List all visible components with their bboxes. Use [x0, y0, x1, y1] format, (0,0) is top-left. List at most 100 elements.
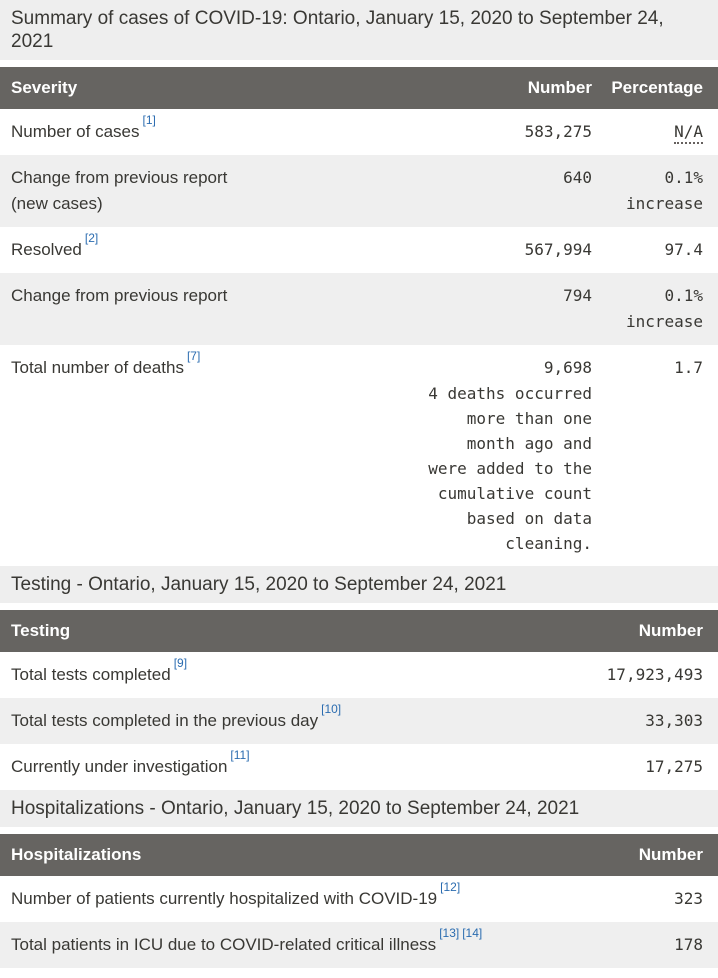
column-header: Number: [560, 610, 718, 652]
data-table: Hospitalizations Number Number of patients…: [0, 834, 718, 978]
row-percentage: 0.1%: [664, 168, 703, 187]
row-label: Number of cases: [11, 122, 140, 141]
na-abbr: N/A: [674, 122, 703, 144]
row-number: 178: [674, 935, 703, 954]
footnote-sup: [10]: [321, 702, 341, 716]
column-header: Severity: [0, 67, 420, 109]
row-label-cell: Currently under investigation[11]: [0, 744, 560, 790]
row-number-cell: 794: [420, 273, 592, 345]
footnote-sup: [13]: [439, 926, 459, 940]
table-row: Number of patients currently hospitalize…: [0, 876, 718, 922]
row-number-cell: 640: [420, 155, 592, 227]
row-number: 567,994: [524, 240, 592, 259]
row-label-cell: Total tests completed in the previous da…: [0, 698, 560, 744]
table-row: Change from previous report (new cases) 64…: [0, 155, 718, 227]
row-label-cell: Total tests completed[9]: [0, 652, 560, 698]
row-number: 33,303: [645, 711, 703, 730]
row-label: Total tests completed: [11, 665, 171, 684]
row-number-cell: 17,923,493: [560, 652, 718, 698]
table-row: Total tests completed in the previous da…: [0, 698, 718, 744]
row-number: 17,275: [645, 757, 703, 776]
row-label-cell: Number of cases[1]: [0, 109, 420, 155]
row-percentage-secondary: increase: [625, 312, 703, 331]
row-label-cell: Total number of deaths[7]: [0, 345, 420, 566]
footnote-link[interactable]: [2]: [84, 231, 99, 246]
row-label: Total patients in ICU due to COVID-relat…: [11, 935, 437, 954]
footnote-link[interactable]: [12]: [440, 880, 461, 895]
column-header: Percentage: [592, 67, 718, 109]
row-label-cell: Total patients in ICU due to COVID-relat…: [0, 922, 560, 968]
table-row: Number of cases[1] 583,275 N/A: [0, 109, 718, 155]
row-number-cell: 178: [560, 922, 718, 968]
data-table: Testing Number Total tests completed[9] 17,…: [0, 610, 718, 790]
row-number: 17,923,493: [606, 665, 703, 684]
row-percentage-secondary: increase: [625, 194, 703, 213]
column-header: Testing: [0, 610, 560, 652]
row-number-cell: 33,303: [560, 698, 718, 744]
footnote-sup: [14]: [462, 926, 482, 940]
row-label: Change from previous report: [11, 286, 228, 305]
table-row: Change from previous report 794 0.1% increa…: [0, 273, 718, 345]
row-number-cell: 17,275: [560, 744, 718, 790]
row-label: Total number of deaths: [11, 358, 184, 377]
footnote-link[interactable]: [1]: [142, 113, 156, 128]
row-number: 583,275: [524, 122, 592, 141]
header-row: Testing Number: [0, 610, 718, 652]
footnote-sup: [11]: [230, 748, 249, 762]
table-row: Resolved[2] 567,994 97.4: [0, 227, 718, 273]
row-label-secondary: (new cases): [11, 194, 103, 213]
row-label: Currently under investigation: [11, 757, 228, 776]
section-caption: Hospitalizations - Ontario, January 15, …: [0, 790, 718, 827]
table-row: Total tests completed[9] 17,923,493: [0, 652, 718, 698]
table-row: Currently under investigation[11] 17,275: [0, 744, 718, 790]
footnote-link[interactable]: [11]: [230, 748, 250, 763]
row-percentage-cell: 0.1% increase: [592, 155, 718, 227]
header-row: Hospitalizations Number: [0, 834, 718, 876]
row-label: Resolved: [11, 240, 82, 259]
row-label: Number of patients currently hospitalize…: [11, 889, 438, 908]
row-number-cell: 323: [560, 876, 718, 922]
section-caption: Summary of cases of COVID-19: Ontario, J…: [0, 0, 718, 60]
row-label-cell: Change from previous report: [0, 273, 420, 345]
footnote-link[interactable]: [10]: [321, 702, 342, 717]
row-percentage-cell: 0.1% increase: [592, 273, 718, 345]
row-number-cell: 567,994: [420, 227, 592, 273]
footnote-sup: [12]: [440, 880, 460, 894]
footnote-sup: [2]: [85, 231, 98, 245]
column-header: Number: [560, 834, 718, 876]
data-table: Severity Number Percentage Number of cases[…: [0, 67, 718, 566]
row-percentage-cell: 97.4: [592, 227, 718, 273]
table-row: Total patients in ICU due to COVID-relat…: [0, 922, 718, 968]
section-caption: Testing - Ontario, January 15, 2020 to S…: [0, 566, 718, 603]
row-number-cell: 9,698 4 deaths occurred more than one mon…: [420, 345, 592, 566]
header-row: Severity Number Percentage: [0, 67, 718, 109]
row-number-cell: 583,275: [420, 109, 592, 155]
row-label: Change from previous report: [11, 168, 228, 187]
row-label-cell: Number of patients currently hospitalize…: [0, 876, 560, 922]
footnote-link[interactable]: [9]: [173, 656, 188, 671]
footnote-link[interactable]: [7]: [186, 349, 201, 364]
row-percentage: 0.1%: [664, 286, 703, 305]
column-header: Number: [420, 67, 592, 109]
row-number: 323: [674, 889, 703, 908]
table-row: Total patients in ICU on a ventilator du…: [0, 968, 718, 978]
row-number: 9,698: [543, 358, 592, 377]
row-number-cell: 128: [560, 968, 718, 978]
table-row: Total number of deaths[7] 9,698 4 deaths o…: [0, 345, 718, 566]
row-label-cell: Resolved[2]: [0, 227, 420, 273]
row-percentage: 1.7: [674, 358, 703, 377]
footnote-link[interactable]: [14]: [462, 926, 483, 941]
row-percentage-cell: 1.7: [592, 345, 718, 566]
data-note: 4 deaths occurred more than one month ag…: [428, 384, 592, 553]
footnote-sup: [1]: [143, 113, 156, 127]
row-number: 794: [563, 286, 592, 305]
footnote-sup: [7]: [187, 349, 200, 363]
footnote-sup: [9]: [174, 656, 187, 670]
row-percentage-cell: N/A: [592, 109, 718, 155]
row-label-cell: Total patients in ICU on a ventilator du…: [0, 968, 560, 978]
row-percentage: 97.4: [664, 240, 703, 259]
row-label-cell: Change from previous report (new cases): [0, 155, 420, 227]
footnote-link[interactable]: [13]: [439, 926, 460, 941]
